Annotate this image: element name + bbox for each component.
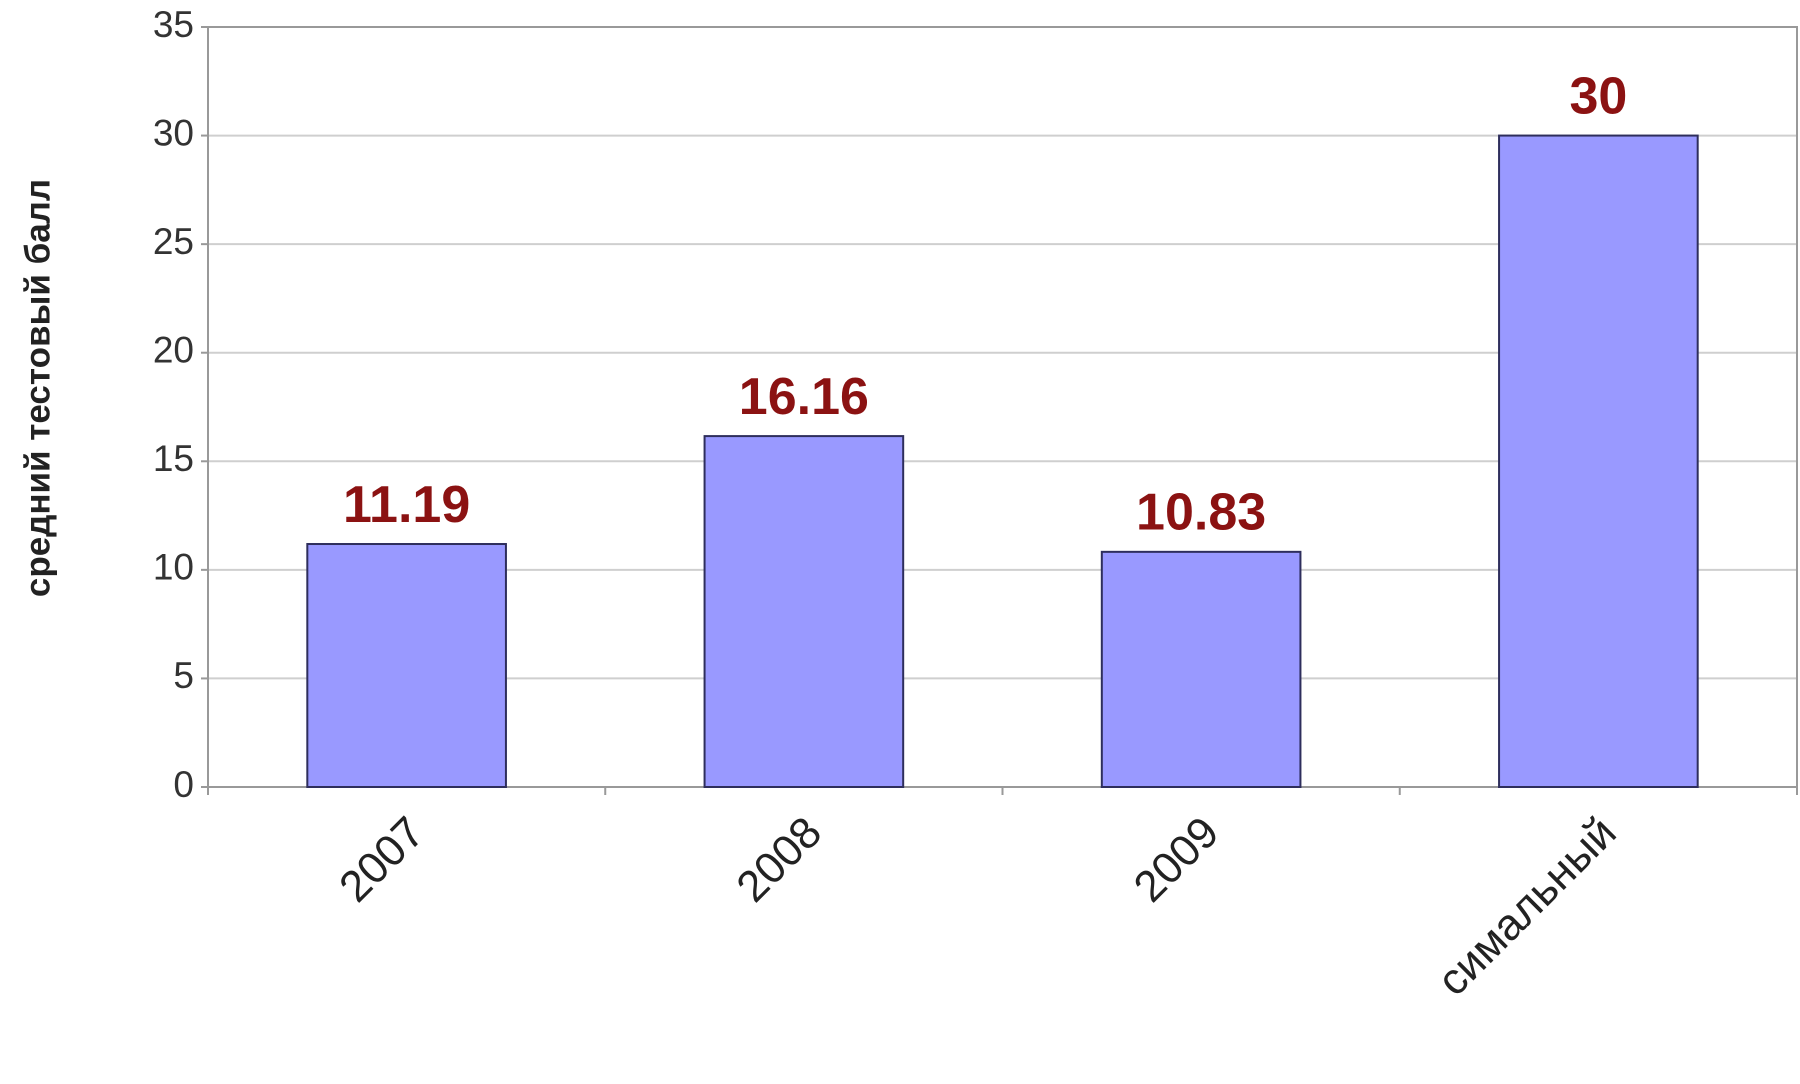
- y-tick-label: 25: [153, 221, 194, 262]
- data-label: 11.19: [343, 476, 470, 534]
- y-tick-label: 15: [153, 438, 194, 479]
- x-tick-label: 2009: [1125, 808, 1229, 912]
- bar: [1498, 134, 1699, 789]
- x-tick-label: 2007: [330, 808, 434, 912]
- data-label: 30: [1569, 67, 1627, 125]
- data-label: 16.16: [739, 368, 869, 426]
- bar: [306, 543, 507, 789]
- x-tick-label: симальный: [1428, 808, 1626, 1006]
- y-tick-label: 35: [153, 4, 194, 45]
- x-tick-label: 2008: [727, 808, 831, 912]
- bar: [703, 435, 905, 788]
- y-tick-label: 20: [153, 329, 194, 370]
- y-tick-label: 5: [173, 655, 194, 696]
- data-label: 10.83: [1136, 484, 1266, 542]
- y-tick-label: 0: [173, 764, 194, 805]
- y-tick-label: 10: [153, 547, 194, 588]
- bar: [1100, 550, 1302, 788]
- y-tick-label: 30: [153, 112, 194, 153]
- y-axis-label: средний тестовый балл: [18, 179, 57, 597]
